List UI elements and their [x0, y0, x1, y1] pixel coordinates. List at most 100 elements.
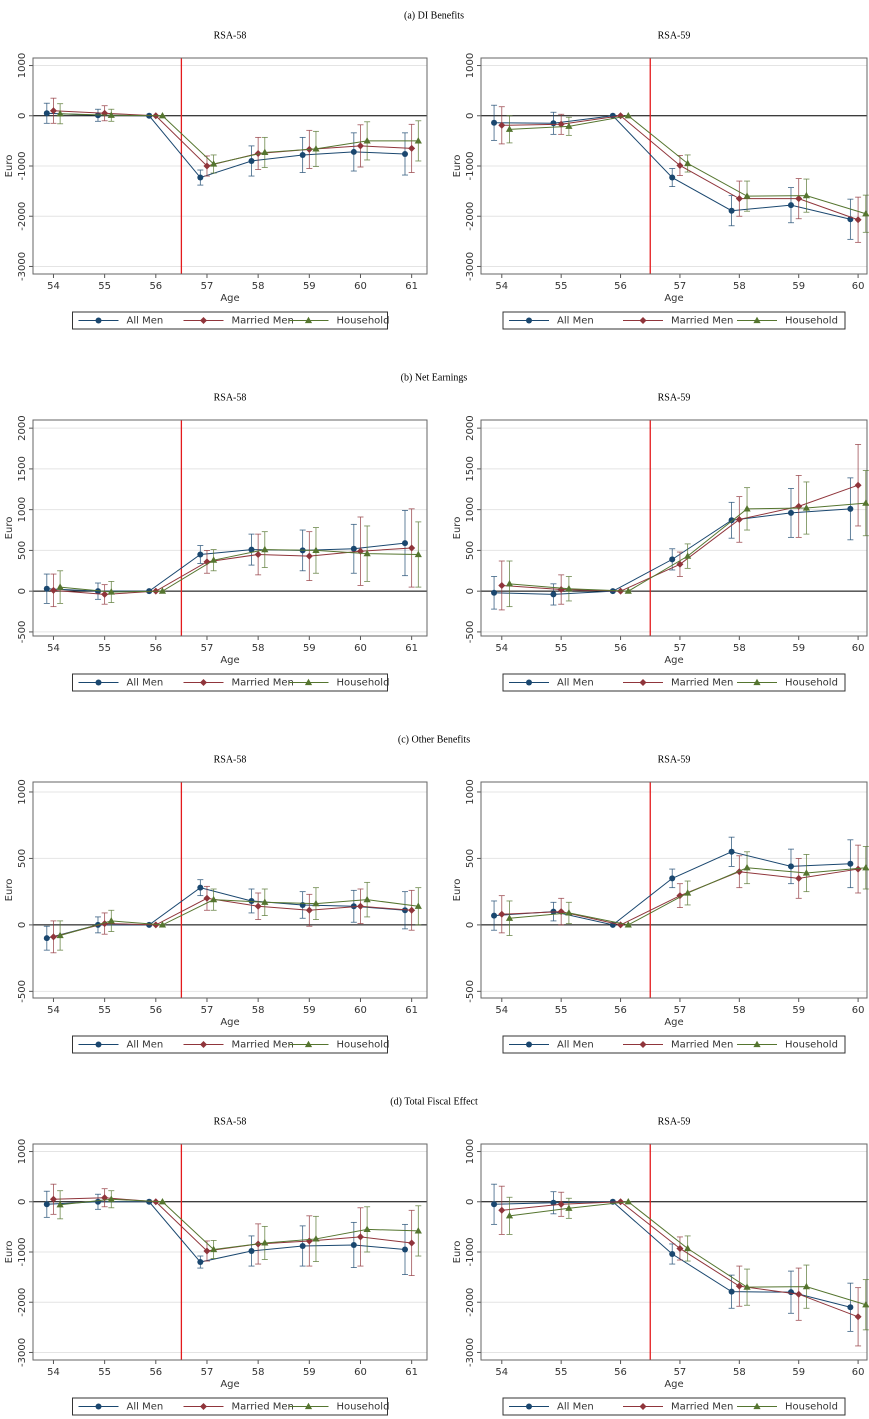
legend-label: All Men [557, 316, 594, 327]
marker [617, 1198, 625, 1206]
x-tick-label: 56 [149, 1367, 162, 1378]
marker [356, 142, 364, 150]
marker [203, 162, 211, 170]
y-tick-label: 1000 [17, 497, 28, 522]
y-tick-label: 500 [465, 849, 476, 868]
x-tick-label: 54 [495, 281, 508, 292]
x-tick-label: 57 [674, 1367, 687, 1378]
marker [684, 159, 692, 167]
marker [862, 863, 869, 871]
legend-label: Household [337, 1402, 390, 1413]
marker [350, 148, 357, 155]
x-tick-label: 55 [555, 643, 568, 654]
marker [356, 1233, 364, 1241]
marker [526, 317, 532, 324]
marker [305, 552, 313, 560]
marker [862, 209, 869, 217]
plot-frame [32, 1143, 428, 1361]
x-tick-label: 61 [405, 643, 418, 654]
marker [743, 192, 751, 199]
marker [624, 587, 632, 594]
marker [408, 1239, 416, 1247]
marker [854, 481, 862, 489]
legend-label: Married Men [671, 1040, 733, 1051]
legend-box [72, 673, 388, 692]
y-tick-label: 0 [465, 1199, 476, 1205]
marker [735, 1282, 743, 1290]
plot-frame [32, 419, 428, 637]
plot-frame [32, 57, 428, 275]
marker [505, 580, 514, 587]
marker [146, 1198, 153, 1205]
marker [684, 552, 692, 559]
marker [550, 591, 557, 598]
x-tick-label: 60 [354, 643, 367, 654]
x-tick-label: 56 [149, 1005, 162, 1016]
series-line [60, 113, 419, 165]
marker [526, 1041, 532, 1048]
x-tick-label: 55 [555, 1367, 568, 1378]
marker [557, 586, 565, 594]
marker [363, 895, 371, 903]
marker [565, 584, 573, 592]
x-tick-label: 59 [303, 643, 316, 654]
y-tick-label: 2000 [465, 415, 476, 440]
y-tick-label: 500 [465, 541, 476, 560]
marker [676, 892, 684, 900]
x-tick-label: 58 [252, 1367, 265, 1378]
marker [95, 1403, 102, 1410]
series-line [60, 1198, 419, 1251]
x-tick-label: 60 [354, 281, 367, 292]
y-tick-label: 0 [17, 1199, 28, 1205]
x-tick-label: 60 [354, 1005, 367, 1016]
marker [787, 863, 794, 870]
marker [304, 316, 313, 324]
legend-label: Household [785, 316, 838, 327]
x-tick-label: 54 [47, 281, 60, 292]
marker [414, 1227, 422, 1234]
x-tick-label: 61 [405, 1005, 418, 1016]
legend-label: Household [785, 1040, 838, 1051]
x-tick-label: 59 [303, 281, 316, 292]
marker [802, 869, 811, 876]
legend-label: Married Men [671, 1402, 733, 1413]
marker [197, 1259, 204, 1266]
x-tick-label: 59 [792, 281, 805, 292]
marker [795, 502, 803, 510]
marker [261, 545, 269, 553]
marker [624, 921, 632, 928]
marker [491, 119, 498, 126]
x-tick-label: 55 [555, 281, 568, 292]
y-tick-label: 500 [17, 541, 28, 560]
marker [557, 1200, 565, 1208]
x-tick-label: 59 [303, 1367, 316, 1378]
y-axis-label: Euro [452, 517, 463, 540]
series-line [60, 549, 419, 593]
marker [95, 317, 102, 324]
x-axis-label: Age [220, 1017, 239, 1028]
x-axis-label: Age [664, 293, 683, 304]
x-tick-label: 58 [252, 281, 265, 292]
marker [43, 935, 50, 942]
x-tick-label: 60 [852, 281, 865, 292]
x-tick-label: 55 [98, 1367, 111, 1378]
y-tick-label: 1000 [17, 779, 28, 804]
x-tick-label: 55 [555, 1005, 568, 1016]
y-tick-label: -500 [465, 980, 476, 1003]
x-axis-label: Age [664, 655, 683, 666]
chart-title: RSA-59 [658, 30, 691, 41]
marker [505, 914, 514, 921]
marker [200, 317, 207, 324]
marker [795, 1290, 803, 1298]
marker [95, 1041, 102, 1048]
y-axis-label: Euro [4, 879, 15, 902]
marker [56, 109, 64, 117]
x-axis-label: Age [220, 1379, 239, 1390]
marker [203, 894, 211, 902]
marker [669, 556, 676, 563]
x-tick-label: 61 [405, 281, 418, 292]
legend-box [502, 673, 846, 692]
section-title: (b) Net Earnings [401, 372, 468, 383]
series-line [59, 899, 419, 937]
y-tick-label: -1000 [465, 151, 476, 180]
